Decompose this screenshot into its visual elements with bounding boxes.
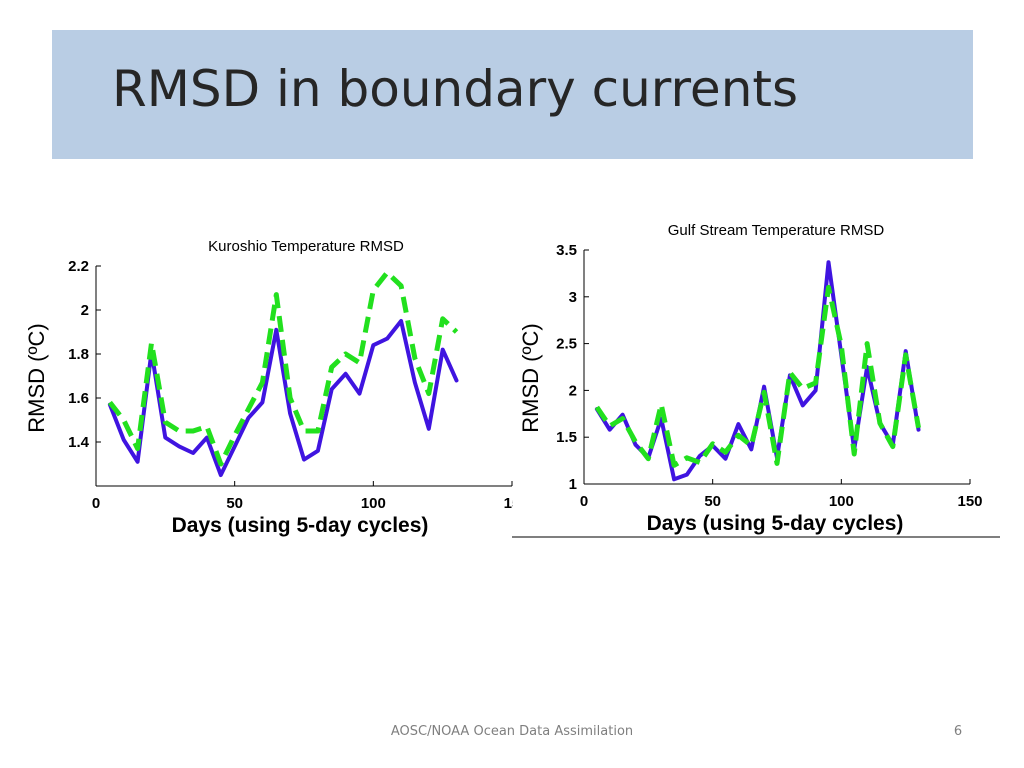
kuroshio-y-tick-label: 2 <box>81 302 89 319</box>
kuroshio-x-axis-label: Days (using 5-day cycles) <box>172 514 429 537</box>
slide-title: RMSD in boundary currents <box>112 60 799 118</box>
gulf-stream-y-tick-label: 3.5 <box>556 242 577 259</box>
page-number: 6 <box>953 724 963 739</box>
kuroshio-chart: Kuroshio Temperature RMSD RMSD (ºC) Days… <box>0 226 533 546</box>
gulf-stream-x-axis-label: Days (using 5-day cycles) <box>647 512 904 535</box>
kuroshio-series-solid-line <box>107 319 459 477</box>
kuroshio-x-tick-label: 100 <box>361 495 386 512</box>
gulf-stream-chart: Gulf Stream Temperature RMSD RMSD (ºC) D… <box>510 210 1010 546</box>
kuroshio-y-tick-label: 2.2 <box>68 258 89 275</box>
gulf-stream-chart-title: Gulf Stream Temperature RMSD <box>668 222 885 239</box>
gulf-stream-x-tick-label: 50 <box>704 493 721 510</box>
gulf-stream-chart-svg: Gulf Stream Temperature RMSD RMSD (ºC) D… <box>512 222 1000 538</box>
kuroshio-y-tick-label: 1.6 <box>68 390 89 407</box>
kuroshio-y-tick-label: 1.4 <box>68 434 90 451</box>
kuroshio-crop-edge <box>513 226 533 546</box>
gulf-stream-y-tick-label: 3 <box>569 289 577 306</box>
kuroshio-y-tick-label: 1.8 <box>68 346 89 363</box>
gulf-stream-x-tick-label: 100 <box>829 493 854 510</box>
gulf-stream-y-tick-label: 1.5 <box>556 429 577 446</box>
gulf-stream-series-dashed-line <box>594 284 921 468</box>
gulf-stream-y-tick-label: 2 <box>569 382 577 399</box>
footer-text: AOSC/NOAA Ocean Data Assimilation <box>390 724 634 739</box>
kuroshio-y-axis-label: RMSD (ºC) <box>24 323 49 432</box>
gulf-stream-y-tick-label: 2.5 <box>556 336 577 353</box>
gulf-stream-y-tick-label: 1 <box>569 476 577 493</box>
kuroshio-chart-title: Kuroshio Temperature RMSD <box>208 238 404 255</box>
kuroshio-x-tick-label: 0 <box>92 495 100 512</box>
kuroshio-series-dashed-line <box>107 270 459 467</box>
title-band <box>52 30 973 159</box>
gulf-stream-y-axis-label: RMSD (ºC) <box>518 323 543 432</box>
kuroshio-chart-svg: Kuroshio Temperature RMSD RMSD (ºC) Days… <box>24 226 533 546</box>
gulf-stream-x-tick-label: 0 <box>580 493 588 510</box>
gulf-stream-x-tick-label: 150 <box>957 493 982 510</box>
kuroshio-x-tick-label: 50 <box>226 495 243 512</box>
